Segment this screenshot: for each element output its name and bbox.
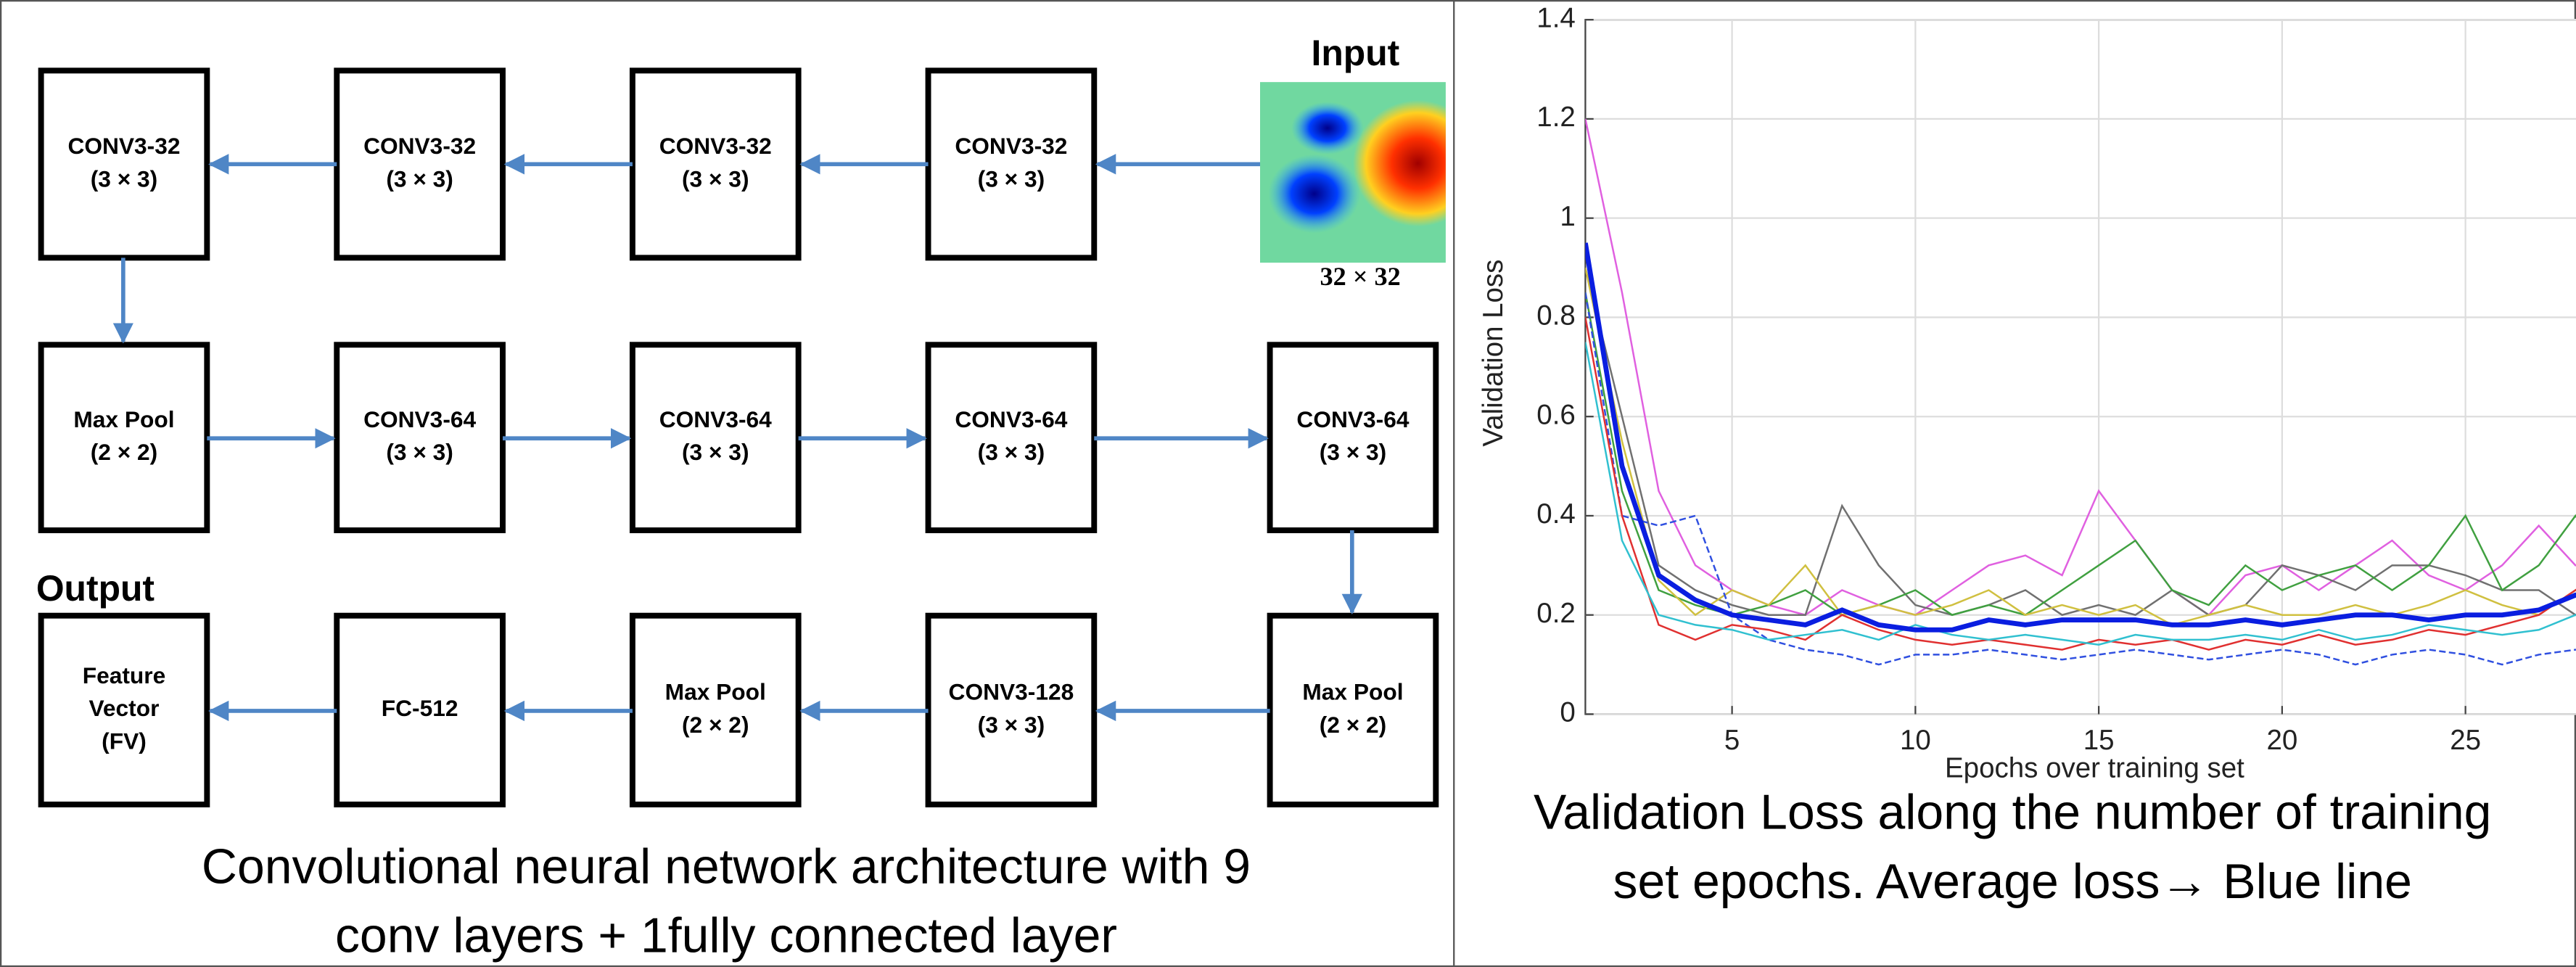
y-tick-label: 1.4 (1536, 2, 1576, 33)
layer-box (1267, 612, 1439, 807)
layer-label: FC-512 (382, 695, 458, 721)
caption-line: Validation Loss along the number of trai… (1534, 786, 2491, 840)
chart: 0 0.2 0.4 0.6 0.8 1 1.2 1.4 5 10 15 20 25 Epochs over… (1478, 2, 2576, 909)
input-size: 32 × 32 (1320, 262, 1401, 291)
layer-box (334, 612, 506, 807)
layer-label: CONV3-128 (949, 679, 1074, 705)
layer-label: (3 × 3) (978, 165, 1045, 192)
series-line (1585, 317, 2576, 651)
y-axis-label: Validation Loss (1478, 260, 1509, 447)
x-tick-label: 5 (1724, 725, 1740, 756)
series-line (1585, 267, 2576, 626)
layer-label: (3 × 3) (978, 439, 1045, 465)
layer-label: Vector (89, 695, 160, 721)
layer-label: (3 × 3) (682, 439, 749, 465)
layer-label: (3 × 3) (682, 165, 749, 192)
layer-label: (3 × 3) (1320, 439, 1386, 465)
layer-box (334, 67, 506, 261)
layer-box (334, 342, 506, 533)
y-tick-label: 0.6 (1536, 399, 1576, 430)
layer-box (629, 67, 802, 261)
series-line (1585, 292, 2576, 617)
layer-label: (3 × 3) (386, 165, 453, 192)
layer-label: CONV3-64 (659, 406, 772, 432)
layer-label: Feature (83, 662, 166, 688)
layer-label: CONV3-32 (67, 133, 180, 159)
y-tick-label: 0 (1560, 697, 1575, 728)
x-axis-label: Epochs over training set (1945, 753, 2244, 784)
y-tick-label: 0.8 (1536, 300, 1576, 332)
layer-box (38, 67, 210, 261)
diagram: Input 32 × 32 Output Convolutional neura… (36, 33, 1446, 963)
x-tick-label: 25 (2450, 725, 2481, 756)
layer-label: (3 × 3) (91, 165, 157, 192)
caption-line: Convolutional neural network architectur… (202, 839, 1251, 894)
layer-label: CONV3-32 (363, 133, 476, 159)
layer-label: CONV3-64 (955, 406, 1067, 432)
layer-label: (FV) (102, 728, 147, 754)
layer-label: Max Pool (665, 679, 766, 705)
layer-label: (2 × 2) (682, 712, 749, 738)
caption-line: set epochs. Average loss→ Blue line (1613, 855, 2412, 909)
y-tick-label: 0.4 (1536, 498, 1576, 530)
layer-label: Max Pool (73, 406, 174, 432)
series-line (1585, 342, 2576, 646)
layer-box (38, 342, 210, 533)
y-tick-label: 1 (1560, 201, 1575, 232)
output-label: Output (36, 568, 155, 609)
input-image (1260, 82, 1446, 263)
layer-box (925, 612, 1098, 807)
x-tick-label: 20 (2266, 725, 2297, 756)
series-line (1585, 242, 2576, 633)
series-line (1585, 292, 2576, 666)
layer-label: (3 × 3) (978, 712, 1045, 738)
input-title: Input (1311, 33, 1399, 73)
layer-label: CONV3-64 (1296, 406, 1409, 432)
x-tick-label: 10 (1900, 725, 1931, 756)
caption-line: conv layers + 1fully connected layer (335, 908, 1117, 963)
x-tick-label: 15 (2083, 725, 2115, 756)
layer-label: (2 × 2) (91, 439, 157, 465)
y-tick-label: 1.2 (1536, 102, 1576, 133)
layer-box (1267, 342, 1439, 533)
layer-label: CONV3-32 (955, 133, 1067, 159)
layer-label: (2 × 2) (1320, 712, 1386, 738)
layer-label: CONV3-32 (659, 133, 772, 159)
y-tick-label: 0.2 (1536, 598, 1576, 629)
series-line (1585, 267, 2576, 617)
series-group (1585, 118, 2576, 666)
layer-label: CONV3-64 (363, 406, 476, 432)
layer-label: (3 × 3) (386, 439, 453, 465)
layer-label: Max Pool (1302, 679, 1403, 705)
layer-box (925, 67, 1098, 261)
layer-box (629, 342, 802, 533)
layer-box (38, 612, 210, 807)
layer-box (925, 342, 1098, 533)
layer-box (629, 612, 802, 807)
